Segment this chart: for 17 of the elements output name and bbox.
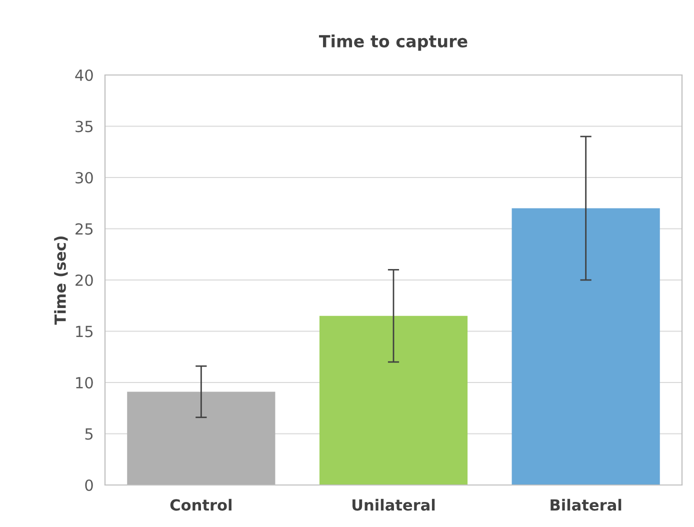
x-tick-label: Control <box>170 498 232 511</box>
y-tick-label: 35 <box>76 120 93 132</box>
y-tick-label: 0 <box>85 479 93 492</box>
y-axis-title: Time (sec) <box>54 236 68 325</box>
bar <box>127 392 276 485</box>
y-tick-label: 40 <box>75 69 93 82</box>
y-tick-label: 10 <box>76 376 93 389</box>
y-tick-label: 25 <box>76 223 93 235</box>
y-tick-label: 30 <box>76 172 93 184</box>
y-tick-label: 5 <box>85 428 93 440</box>
x-tick-label: Bilateral <box>550 498 622 511</box>
y-tick-label: 20 <box>76 274 93 286</box>
y-tick-label: 15 <box>76 326 93 338</box>
bar <box>319 316 468 485</box>
bar <box>512 208 660 485</box>
chart-title: Time to capture <box>318 34 468 51</box>
x-tick-label: Unilateral <box>352 498 435 511</box>
